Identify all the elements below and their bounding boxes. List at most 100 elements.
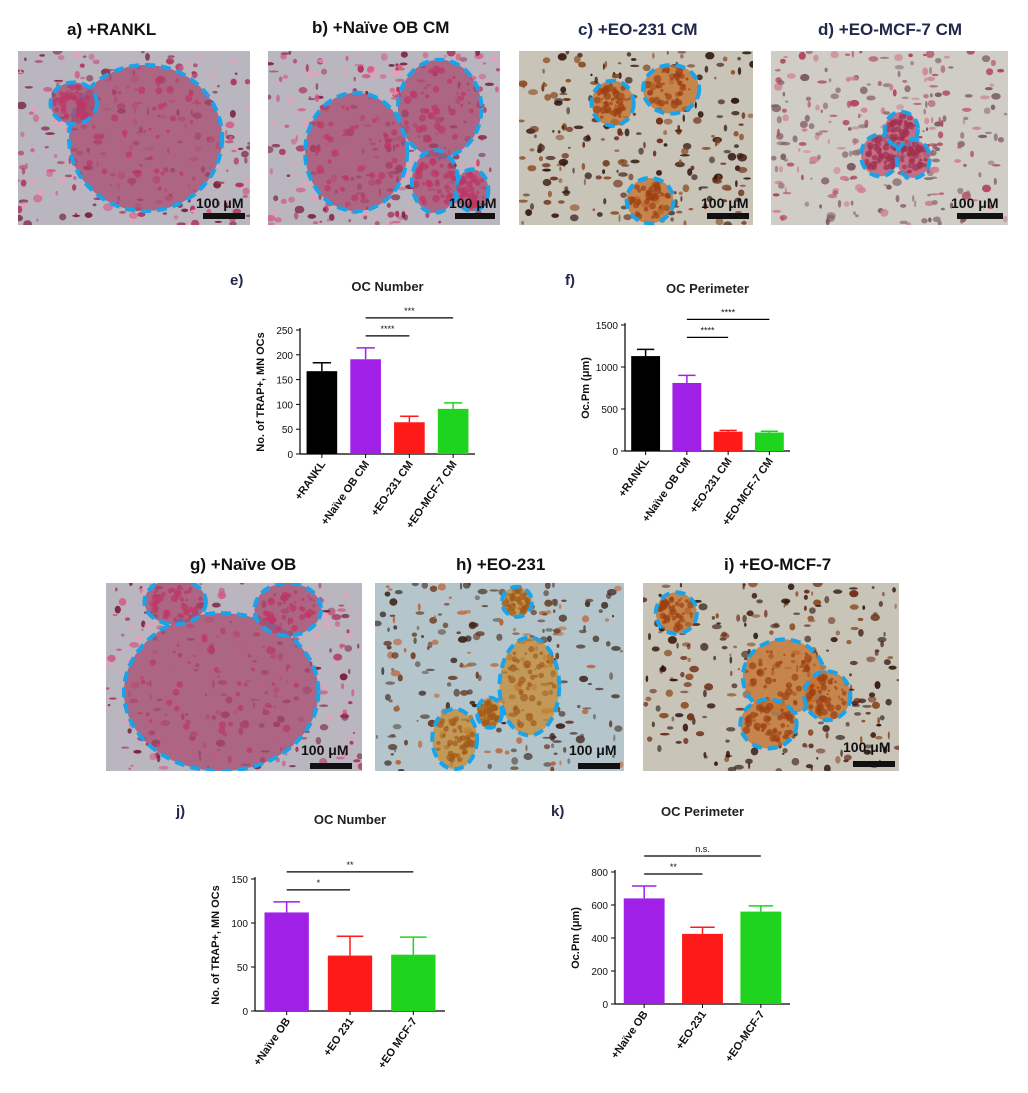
cell-debris (981, 55, 991, 63)
cell-debris (913, 102, 922, 106)
osteoclast-nucleus (440, 194, 445, 199)
cell-debris (910, 61, 914, 66)
cell-debris (522, 633, 532, 636)
osteoclast-nucleus (483, 717, 491, 725)
osteoclast-nucleus (149, 659, 157, 666)
cell-debris (552, 583, 555, 589)
cell-debris (775, 77, 782, 84)
cell-debris (528, 89, 539, 96)
cell-debris (666, 51, 669, 55)
cell-debris (1003, 112, 1008, 116)
osteoclast-nucleus (368, 138, 372, 141)
cell-debris (702, 715, 707, 719)
cell-debris (960, 131, 965, 139)
cell-debris (899, 220, 908, 225)
cell-debris (618, 214, 621, 223)
osteoclast-nucleus (182, 608, 190, 616)
cell-debris (392, 724, 402, 730)
cell-debris (830, 93, 839, 100)
osteoclast-nucleus (81, 111, 90, 119)
cell-debris (816, 756, 819, 760)
cell-debris (327, 607, 336, 616)
cell-debris (829, 114, 838, 118)
panel-b-title: b) +Naïve OB CM (312, 18, 450, 37)
cell-debris (851, 149, 861, 156)
cell-debris (874, 651, 879, 656)
cell-debris (990, 59, 997, 67)
cell-debris (233, 157, 240, 165)
cell-debris (511, 757, 519, 765)
cell-debris (318, 684, 328, 690)
cell-debris (583, 178, 586, 186)
cell-debris (291, 138, 297, 145)
osteoclast-nucleus (874, 146, 882, 154)
cell-debris (578, 61, 586, 68)
osteoclast-nucleus (810, 683, 815, 688)
cell-debris (118, 597, 127, 606)
cell-debris (683, 220, 687, 225)
cell-debris (373, 67, 378, 76)
cell-debris (857, 617, 864, 622)
cell-debris (777, 67, 780, 71)
cell-debris (375, 734, 378, 739)
osteoclast-outline (142, 583, 208, 627)
osteoclast-nucleus (309, 597, 313, 601)
osteoclast-nucleus (243, 682, 248, 687)
cell-debris (824, 595, 830, 604)
cell-debris (145, 53, 150, 61)
osteoclast-nucleus (206, 136, 211, 141)
y-tick-label: 0 (602, 1000, 608, 1011)
cell-debris (170, 56, 174, 60)
osteoclast-nucleus (752, 683, 755, 686)
cell-debris (741, 112, 746, 119)
cell-debris (780, 153, 787, 161)
cell-debris (229, 60, 237, 64)
cell-debris (558, 614, 568, 622)
osteoclast-nucleus (173, 589, 182, 598)
cell-debris (429, 585, 438, 592)
cell-debris (319, 724, 329, 731)
cell-debris (858, 124, 869, 129)
cell-debris (349, 740, 354, 745)
osteoclast-nucleus (291, 624, 298, 632)
cell-debris (18, 71, 24, 74)
cell-debris (529, 148, 535, 152)
cell-debris (681, 147, 689, 155)
cell-debris (966, 51, 975, 55)
cell-debris (626, 52, 632, 57)
cell-debris (742, 583, 746, 587)
cell-debris (676, 210, 683, 214)
cell-debris (657, 744, 662, 753)
osteoclast-nucleus (826, 693, 829, 696)
cell-debris (792, 135, 798, 143)
chart-title: OC Perimeter (661, 804, 744, 819)
cell-debris (542, 57, 551, 64)
osteoclast-nucleus (818, 689, 822, 694)
cell-debris (354, 611, 362, 615)
osteoclast-nucleus (678, 598, 681, 602)
osteoclast-nucleus (460, 91, 466, 97)
osteoclast-nucleus (277, 601, 283, 607)
osteoclast-nucleus (301, 598, 305, 602)
cell-debris (326, 714, 333, 722)
osteoclast-nucleus (482, 196, 485, 199)
cell-debris (850, 626, 859, 631)
osteoclast-nucleus (465, 736, 472, 743)
cell-debris (904, 85, 911, 93)
y-tick-label: 150 (231, 875, 248, 886)
osteoclast-nucleus (911, 163, 920, 171)
cell-debris (176, 222, 186, 225)
cell-debris (630, 159, 640, 164)
cell-debris (803, 589, 810, 594)
cell-debris (225, 121, 235, 129)
cell-debris (723, 221, 733, 225)
cell-debris (582, 141, 586, 148)
y-tick-label: 0 (612, 447, 618, 458)
cell-debris (837, 199, 842, 208)
osteoclast-nucleus (140, 679, 146, 685)
cell-debris (555, 723, 566, 729)
cell-debris (537, 619, 546, 623)
cell-debris (318, 690, 328, 695)
cell-debris (184, 61, 194, 65)
cell-debris (341, 613, 350, 619)
